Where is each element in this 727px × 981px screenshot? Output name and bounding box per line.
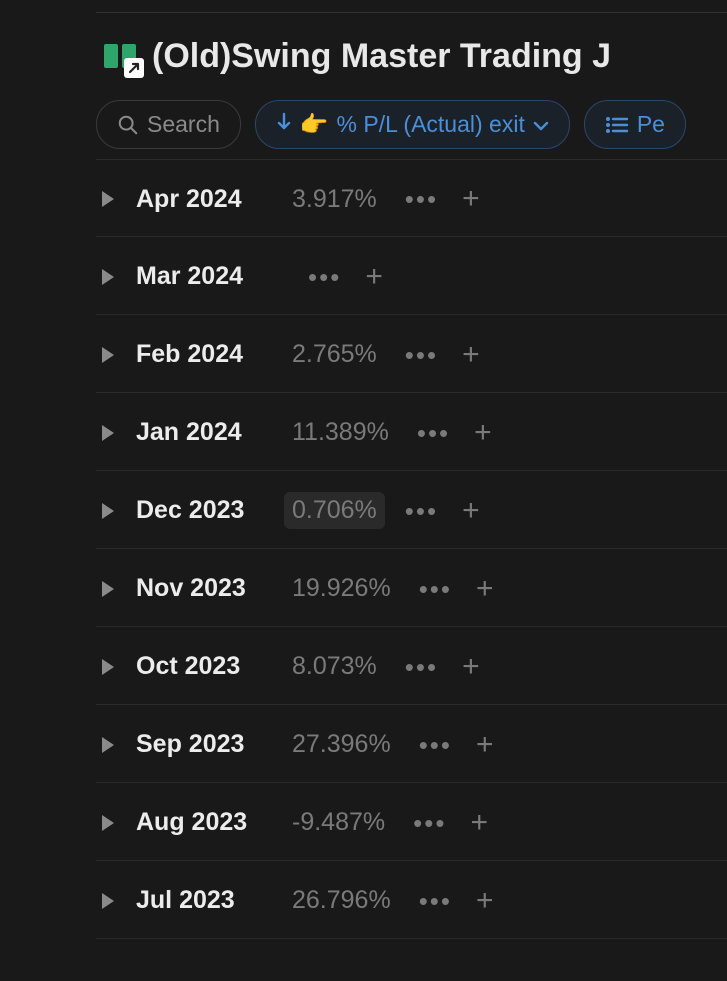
expand-triangle-icon[interactable] (102, 191, 114, 207)
add-icon[interactable]: + (472, 886, 498, 916)
expand-triangle-icon[interactable] (102, 503, 114, 519)
group-row[interactable]: Mar 2024 ••• + (96, 237, 727, 315)
more-icon[interactable]: ••• (413, 420, 454, 446)
expand-triangle-icon[interactable] (102, 269, 114, 285)
group-row[interactable]: Apr 2024 3.917% ••• + (96, 159, 727, 237)
group-list: Apr 2024 3.917% ••• + Mar 2024 ••• + Feb 2024 2.… (0, 159, 727, 939)
group-row[interactable]: Dec 2023 0.706% ••• + (96, 471, 727, 549)
group-pct-value: 8.073% (284, 648, 385, 685)
group-pct-value: 19.926% (284, 570, 399, 607)
view-label: Pe (637, 111, 665, 138)
toolbar: Search 👉 % P/L (Actual) exit (0, 100, 727, 159)
group-month-label: Apr 2024 (136, 185, 268, 214)
add-icon[interactable]: + (361, 262, 387, 292)
group-month-label: Feb 2024 (136, 340, 268, 369)
group-pct-value: 26.796% (284, 882, 399, 919)
list-icon (605, 115, 629, 135)
group-month-label: Nov 2023 (136, 574, 268, 603)
group-month-label: Dec 2023 (136, 496, 268, 525)
sort-button[interactable]: 👉 % P/L (Actual) exit (255, 100, 570, 149)
search-button[interactable]: Search (96, 100, 241, 149)
group-row[interactable]: Aug 2023 -9.487% ••• + (96, 783, 727, 861)
group-month-label: Oct 2023 (136, 652, 268, 681)
add-icon[interactable]: + (458, 652, 484, 682)
group-pct-value: 2.765% (284, 336, 385, 373)
expand-triangle-icon[interactable] (102, 347, 114, 363)
group-row[interactable]: Nov 2023 19.926% ••• + (96, 549, 727, 627)
expand-triangle-icon[interactable] (102, 659, 114, 675)
more-icon[interactable]: ••• (415, 732, 456, 758)
add-icon[interactable]: + (472, 574, 498, 604)
page-header: (Old)Swing Master Trading J (0, 13, 727, 100)
group-row[interactable]: Jan 2024 11.389% ••• + (96, 393, 727, 471)
expand-triangle-icon[interactable] (102, 581, 114, 597)
add-icon[interactable]: + (458, 184, 484, 214)
page-title: (Old)Swing Master Trading J (152, 37, 611, 76)
view-button[interactable]: Pe (584, 100, 686, 149)
search-icon (117, 114, 139, 136)
expand-triangle-icon[interactable] (102, 737, 114, 753)
link-arrow-icon (124, 58, 144, 78)
more-icon[interactable]: ••• (401, 498, 442, 524)
more-icon[interactable]: ••• (415, 888, 456, 914)
group-row[interactable]: Sep 2023 27.396% ••• + (96, 705, 727, 783)
more-icon[interactable]: ••• (415, 576, 456, 602)
more-icon[interactable]: ••• (401, 342, 442, 368)
group-pct-value: -9.487% (284, 804, 393, 841)
group-month-label: Jan 2024 (136, 418, 268, 447)
group-row[interactable]: Jul 2023 26.796% ••• + (96, 861, 727, 939)
arrow-down-icon (276, 111, 292, 138)
more-icon[interactable]: ••• (304, 264, 345, 290)
group-month-label: Mar 2024 (136, 262, 268, 291)
group-pct-value: 27.396% (284, 726, 399, 763)
group-month-label: Jul 2023 (136, 886, 268, 915)
sort-label: % P/L (Actual) exit (337, 111, 525, 138)
page-container: (Old)Swing Master Trading J Search 👉 % P… (0, 12, 727, 939)
group-pct-value: 11.389% (284, 414, 397, 451)
chevron-down-icon (533, 111, 549, 138)
expand-triangle-icon[interactable] (102, 893, 114, 909)
group-pct-value: 0.706% (284, 492, 385, 529)
group-row[interactable]: Oct 2023 8.073% ••• + (96, 627, 727, 705)
add-icon[interactable]: + (466, 808, 492, 838)
add-icon[interactable]: + (458, 340, 484, 370)
sort-emoji: 👉 (300, 111, 329, 138)
expand-triangle-icon[interactable] (102, 425, 114, 441)
add-icon[interactable]: + (470, 418, 496, 448)
group-row[interactable]: Feb 2024 2.765% ••• + (96, 315, 727, 393)
add-icon[interactable]: + (472, 730, 498, 760)
database-icon (104, 42, 138, 72)
search-label: Search (147, 111, 220, 138)
more-icon[interactable]: ••• (409, 810, 450, 836)
group-pct-value: 3.917% (284, 181, 385, 218)
more-icon[interactable]: ••• (401, 654, 442, 680)
group-month-label: Aug 2023 (136, 808, 268, 837)
group-month-label: Sep 2023 (136, 730, 268, 759)
more-icon[interactable]: ••• (401, 186, 442, 212)
expand-triangle-icon[interactable] (102, 815, 114, 831)
add-icon[interactable]: + (458, 496, 484, 526)
